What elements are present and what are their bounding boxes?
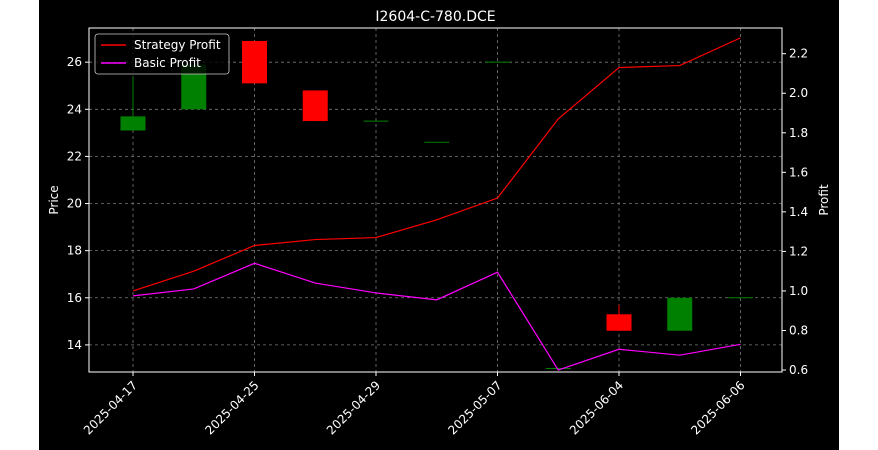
y-right-tick-label: 2.0 xyxy=(789,86,808,100)
y-left-tick-label: 16 xyxy=(67,291,82,305)
candle-body xyxy=(120,116,146,131)
candle xyxy=(242,40,267,84)
candle xyxy=(302,90,328,122)
y-left-tick-label: 14 xyxy=(67,338,82,352)
legend-label-strategy-profit: Strategy Profit xyxy=(134,38,221,52)
legend-label-basic-profit: Basic Profit xyxy=(134,56,201,70)
profit-lines xyxy=(132,37,741,371)
chart-title: I2604-C-780.DCE xyxy=(375,9,495,25)
y-left-tick-label: 26 xyxy=(67,55,82,69)
y-right-tick-label: 1.6 xyxy=(789,165,808,179)
candle-body xyxy=(242,40,267,84)
y-right-tick-label: 1.2 xyxy=(789,244,808,258)
y-right-tick-label: 1.8 xyxy=(789,126,808,140)
candle xyxy=(120,76,146,131)
y-right-tick-label: 1.4 xyxy=(789,205,808,219)
basic-profit-line xyxy=(132,262,741,371)
candle-body xyxy=(606,314,632,331)
y-left-tick-label: 18 xyxy=(67,244,82,258)
candle xyxy=(606,304,632,331)
y-right-tick-label: 2.2 xyxy=(789,47,808,61)
legend-box xyxy=(94,33,230,75)
legend: Strategy Profit Basic Profit xyxy=(94,33,230,75)
y-left-tick-label: 24 xyxy=(67,102,82,116)
plot-frame xyxy=(88,27,783,373)
candle xyxy=(667,297,693,331)
y-right-tick-label: 1.0 xyxy=(789,284,808,298)
candle-body xyxy=(667,297,693,331)
y-axis-label-left: Price xyxy=(47,185,61,214)
y-left-tick-label: 20 xyxy=(67,197,82,211)
candle-body xyxy=(302,90,328,122)
strategy-profit-line xyxy=(132,37,741,292)
y-left-tick-label: 22 xyxy=(67,149,82,163)
figure-background xyxy=(39,0,839,450)
y-axis-label-right: Profit xyxy=(817,184,831,216)
y-right-tick-label: 0.6 xyxy=(789,363,808,377)
y-right-tick-label: 0.8 xyxy=(789,323,808,337)
